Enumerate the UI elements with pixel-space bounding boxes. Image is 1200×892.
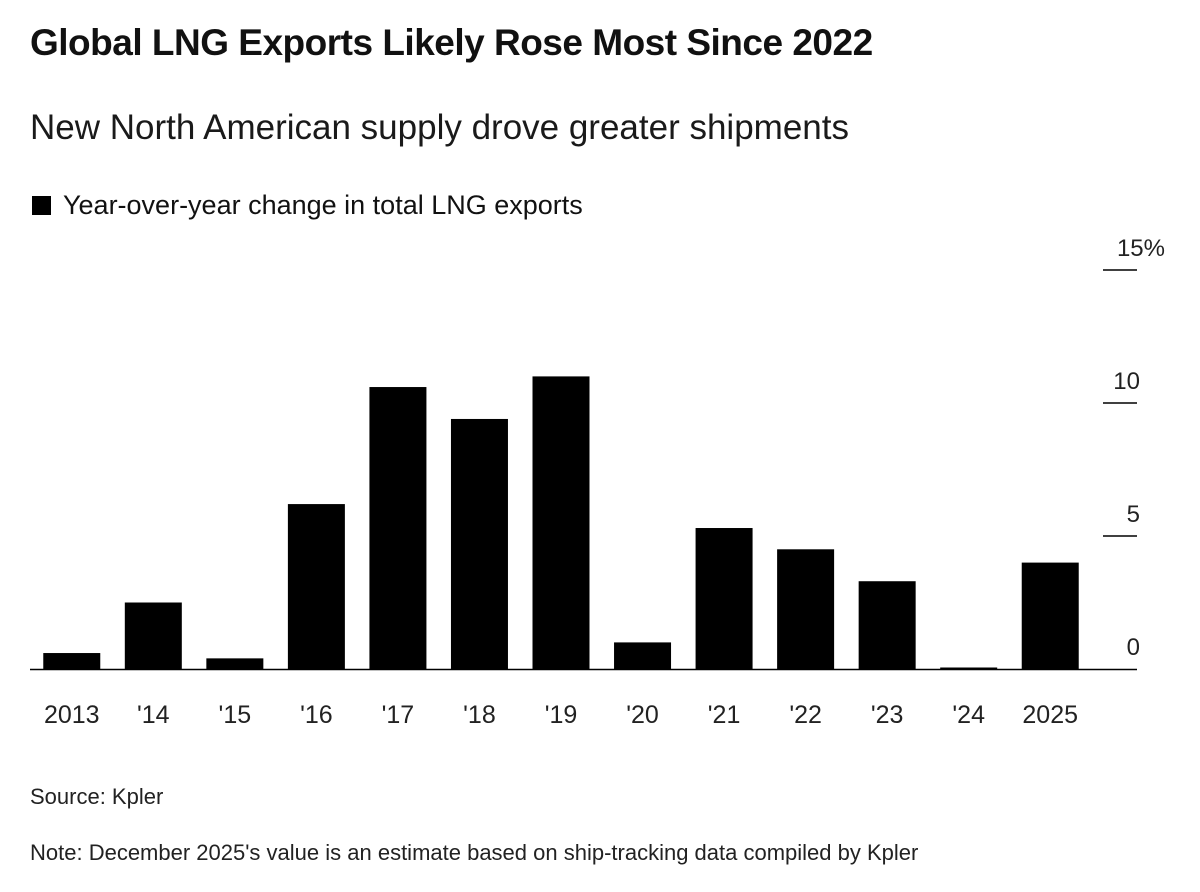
bar xyxy=(450,418,508,669)
x-tick-label: '16 xyxy=(300,701,333,729)
x-tick-label: 2025 xyxy=(1022,701,1078,729)
bar xyxy=(369,387,427,669)
bar xyxy=(124,602,182,669)
footnote: Note: December 2025's value is an estima… xyxy=(30,840,919,865)
y-tick-label: 10 xyxy=(1113,368,1140,395)
legend-label: Year-over-year change in total LNG expor… xyxy=(63,190,583,220)
chart-title: Global LNG Exports Likely Rose Most Sinc… xyxy=(30,22,873,63)
x-tick-label: '18 xyxy=(463,701,496,729)
x-tick-label: '24 xyxy=(952,701,985,729)
y-tick-label: 0 xyxy=(1127,634,1140,661)
x-tick-label: '14 xyxy=(137,701,170,729)
x-tick-label: '15 xyxy=(219,701,252,729)
x-tick-label: '20 xyxy=(626,701,659,729)
bar xyxy=(206,658,264,669)
x-tick-label: '17 xyxy=(382,701,415,729)
bar xyxy=(940,667,998,669)
bar xyxy=(695,528,753,669)
legend-swatch xyxy=(32,196,51,215)
x-tick-label: 2013 xyxy=(44,701,100,729)
bar xyxy=(532,376,590,669)
y-tick-label: 5 xyxy=(1127,501,1140,528)
x-tick-label: '21 xyxy=(708,701,741,729)
chart-subtitle: New North American supply drove greater … xyxy=(30,108,849,147)
x-tick-label: '22 xyxy=(789,701,822,729)
x-tick-label: '19 xyxy=(545,701,578,729)
bar xyxy=(287,504,345,669)
bar-chart: 0 5 10 15% 2013 '14 '15 '16 '17 '18 '19 '20 '21 '22 '2… xyxy=(30,235,1165,729)
bar xyxy=(858,581,916,669)
bar xyxy=(614,642,672,669)
y-tick-label: 15% xyxy=(1117,235,1165,262)
legend: Year-over-year change in total LNG expor… xyxy=(32,190,583,221)
x-tick-label: '23 xyxy=(871,701,904,729)
bar xyxy=(43,653,101,669)
bar xyxy=(1021,562,1079,669)
source-note: Source: Kpler xyxy=(30,784,164,809)
bar xyxy=(777,549,835,669)
